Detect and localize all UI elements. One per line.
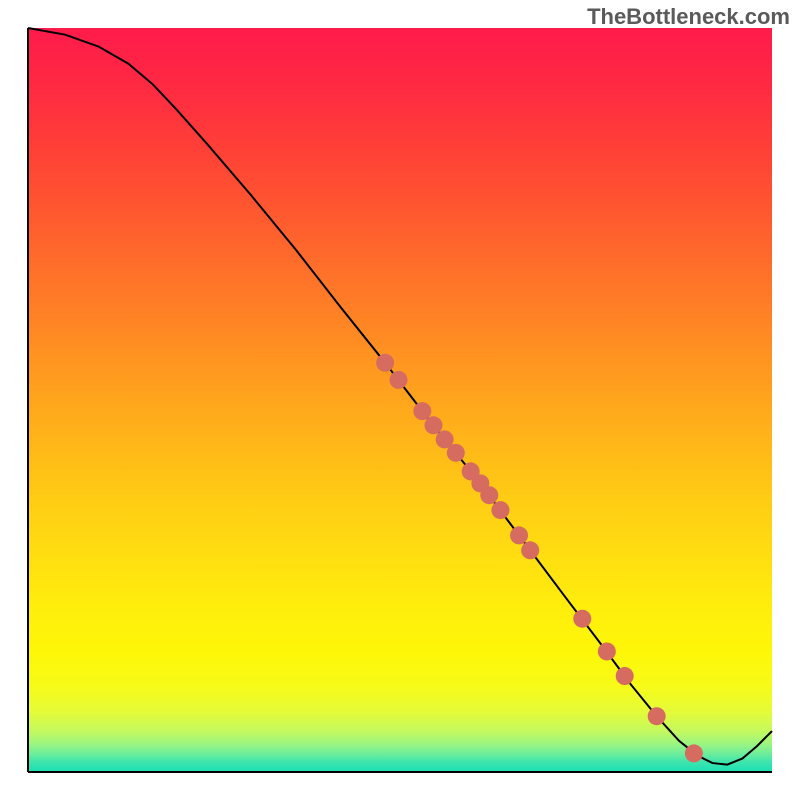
data-marker xyxy=(648,707,666,725)
data-marker xyxy=(573,610,591,628)
data-marker xyxy=(480,486,498,504)
data-marker xyxy=(510,526,528,544)
data-marker xyxy=(598,642,616,660)
bottleneck-chart: TheBottleneck.com xyxy=(0,0,800,800)
watermark-text: TheBottleneck.com xyxy=(587,4,790,29)
data-marker xyxy=(521,541,539,559)
data-marker xyxy=(413,402,431,420)
data-marker xyxy=(447,444,465,462)
plot-background xyxy=(28,28,772,772)
data-marker xyxy=(685,744,703,762)
data-marker xyxy=(424,416,442,434)
data-marker xyxy=(390,371,408,389)
data-marker xyxy=(616,667,634,685)
data-marker xyxy=(491,501,509,519)
data-marker xyxy=(376,354,394,372)
